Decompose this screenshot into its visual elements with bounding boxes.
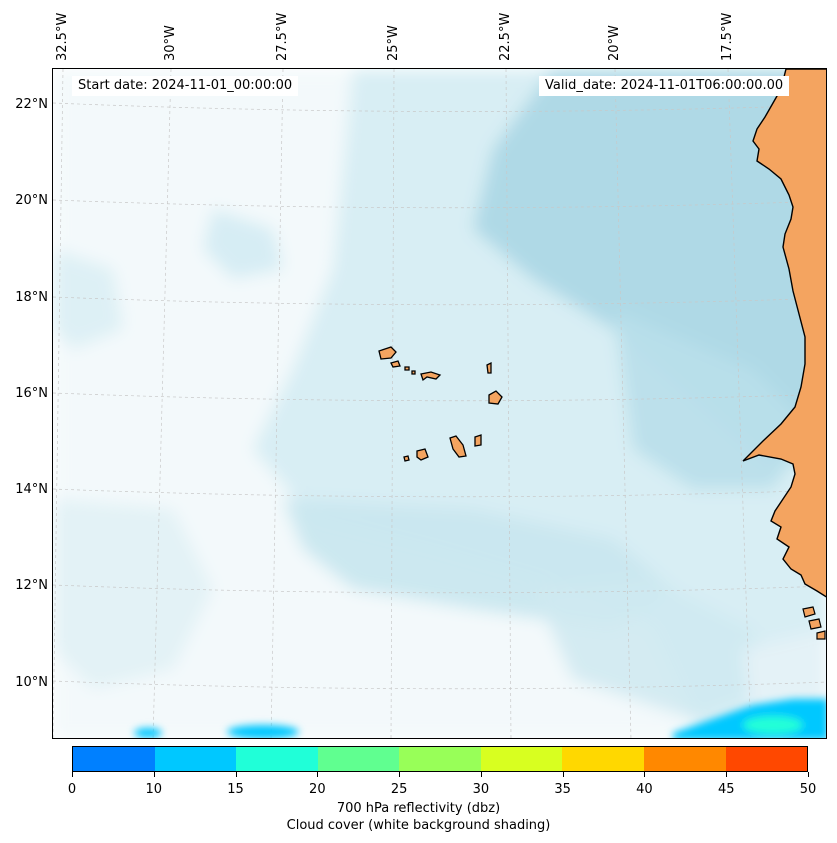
colorbar-tick-mark: [153, 772, 155, 777]
lat-label-12n: 12°N: [15, 578, 48, 593]
colorbar-segment: [562, 747, 644, 771]
colorbar-segment: [725, 747, 808, 771]
lon-label-20w: 20°W: [607, 25, 622, 61]
colorbar-segment: [480, 747, 563, 771]
reflectivity-colorbar: [72, 746, 808, 772]
colorbar-segment: [317, 747, 400, 771]
colorbar-tick-mark: [480, 772, 482, 777]
bijagos-islands: [802, 606, 826, 640]
colorbar-tick-label: 45: [717, 782, 735, 797]
colorbar-tick-label: 10: [145, 782, 163, 797]
lon-label-22-5w: 22.5°W: [498, 12, 513, 61]
cape-verde-islands: [378, 346, 503, 462]
island-fogo: [416, 448, 429, 461]
colorbar-tick-label: 35: [554, 782, 571, 797]
gridlines: [53, 69, 826, 738]
colorbar-tick-mark: [72, 772, 73, 777]
lon-label-25w: 25°W: [386, 25, 401, 61]
lat-label-20n: 20°N: [15, 193, 48, 208]
lat-label-14n: 14°N: [15, 482, 48, 497]
colorbar-tick-mark: [808, 772, 809, 777]
africa-coastline: [742, 69, 826, 598]
colorbar-label: 700 hPa reflectivity (dbz): [336, 801, 501, 816]
colorbar-segment: [154, 747, 237, 771]
lat-label-22n: 22°N: [15, 97, 48, 112]
colorbar-tick-label: 15: [227, 782, 244, 797]
colorbar-tick-label: 25: [390, 782, 408, 797]
colorbar-tick-mark: [726, 772, 728, 777]
island-boa-vista: [488, 390, 503, 405]
colorbar-tick-mark: [644, 772, 646, 777]
map-canvas: [53, 69, 826, 738]
lat-label-10n: 10°N: [15, 675, 48, 690]
colorbar-sublabel: Cloud cover (white background shading): [286, 818, 551, 833]
island-maio: [474, 434, 482, 447]
map-panel[interactable]: [52, 68, 827, 739]
colorbar-tick-mark: [235, 772, 237, 777]
colorbar-tick-mark: [317, 772, 319, 777]
colorbar-tick-mark: [399, 772, 401, 777]
island-santo-antao: [378, 346, 397, 360]
colorbar-segment: [643, 747, 726, 771]
colorbar-tick-label: 30: [472, 782, 490, 797]
colorbar-segment: [73, 747, 155, 771]
colorbar-tick-mark: [562, 772, 564, 777]
island-sao-nicolau: [420, 371, 442, 382]
lon-label-17-5w: 17.5°W: [720, 12, 735, 61]
island-santiago: [449, 435, 467, 458]
island-sao-vicente: [390, 360, 401, 368]
colorbar-tick-label: 20: [309, 782, 326, 797]
island-sal: [486, 361, 492, 374]
island-brava: [403, 455, 410, 462]
lon-label-30w: 30°W: [163, 25, 178, 61]
colorbar-tick-label: 0: [67, 782, 77, 797]
lon-label-32-5w: 32.5°W: [55, 12, 70, 61]
cloud-cover-layer: [53, 69, 826, 738]
reflectivity-layer: [134, 699, 826, 738]
lat-label-18n: 18°N: [15, 290, 48, 305]
colorbar-segment: [236, 747, 318, 771]
valid-date-label: Valid_date: 2024-11-01T06:00:00.00: [539, 76, 790, 96]
colorbar-segment: [399, 747, 481, 771]
colorbar-tick-label: 40: [636, 782, 653, 797]
start-date-label: Start date: 2024-11-01_00:00:00: [72, 76, 299, 96]
colorbar-tick-label: 50: [799, 782, 817, 797]
lat-label-16n: 16°N: [15, 386, 48, 401]
lon-label-27-5w: 27.5°W: [275, 12, 290, 61]
